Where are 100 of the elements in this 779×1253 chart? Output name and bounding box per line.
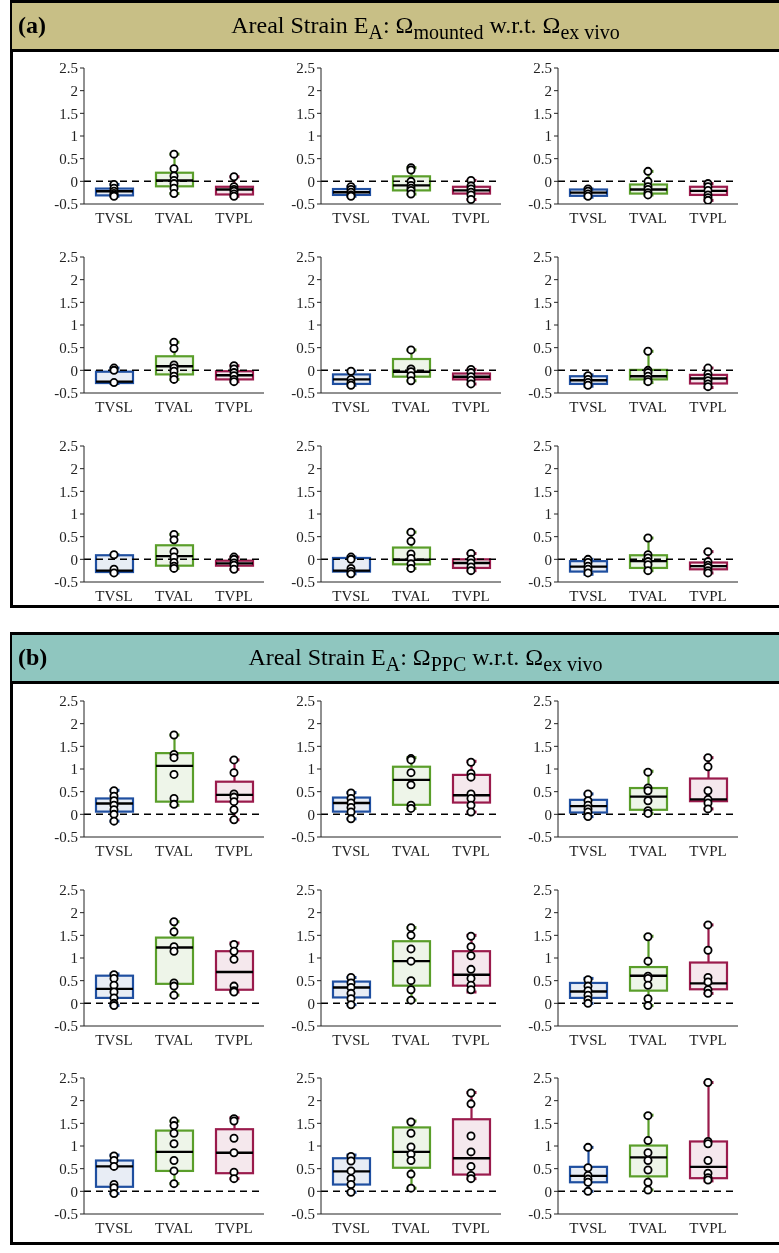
x-tick-label: TVAL bbox=[628, 1219, 668, 1236]
y-tick-label: 1 bbox=[307, 317, 315, 334]
y-tick-label: 2.5 bbox=[59, 60, 78, 77]
x-tick-label: TVAL bbox=[391, 587, 431, 604]
y-tick-label: -0.5 bbox=[528, 1206, 552, 1223]
y-tick-label: 2 bbox=[307, 715, 315, 732]
y-tick-label: 2.5 bbox=[296, 438, 315, 455]
x-tick-label: TVSL bbox=[569, 1031, 607, 1048]
y-tick-label: 1 bbox=[70, 950, 78, 967]
y-tick-label: -0.5 bbox=[528, 829, 552, 846]
x-tick-label: TVSL bbox=[332, 209, 370, 226]
text: Areal Strain E$_{A}$: Ω$_{PPC}$ w.r.t. Ω$_{ex vivo}$ bbox=[247, 644, 604, 676]
y-tick-label: 2 bbox=[307, 904, 315, 921]
x-tick-label: TVSL bbox=[332, 1219, 370, 1236]
y-tick-label: 0.5 bbox=[533, 783, 552, 800]
y-tick-label: 0.5 bbox=[59, 528, 78, 545]
x-tick-label: TVPL bbox=[689, 587, 727, 604]
y-tick-label: 2.5 bbox=[533, 693, 552, 710]
y-tick-label: 2.5 bbox=[296, 1070, 315, 1087]
y-tick-label: -0.5 bbox=[54, 829, 78, 846]
y-tick-label: 0.5 bbox=[296, 528, 315, 545]
x-tick-label: TVAL bbox=[628, 587, 668, 604]
y-tick-label: 1 bbox=[307, 128, 315, 145]
y-tick-label: 1.5 bbox=[296, 294, 315, 311]
y-tick-label: 2 bbox=[544, 271, 552, 288]
x-tick-label: TVAL bbox=[154, 1031, 194, 1048]
y-tick-label: 1.5 bbox=[59, 738, 78, 755]
x-tick-label: TVPL bbox=[215, 842, 253, 859]
x-tick-label: TVPL bbox=[689, 842, 727, 859]
y-tick-label: 0 bbox=[70, 806, 78, 823]
y-tick-label: 2.5 bbox=[533, 438, 552, 455]
y-tick-label: 2.5 bbox=[59, 882, 78, 899]
y-tick-label: 0 bbox=[70, 362, 78, 379]
y-tick-label: 0 bbox=[544, 173, 552, 190]
text: (a) bbox=[18, 12, 46, 39]
x-tick-label: TVPL bbox=[689, 398, 727, 415]
y-tick-label: -0.5 bbox=[54, 196, 78, 213]
y-tick-label: 2 bbox=[70, 271, 78, 288]
x-tick-label: TVAL bbox=[154, 1219, 194, 1236]
x-tick-label: TVAL bbox=[391, 209, 431, 226]
y-tick-label: 0.5 bbox=[59, 783, 78, 800]
x-tick-label: TVPL bbox=[215, 587, 253, 604]
y-tick-label: 0.5 bbox=[296, 339, 315, 356]
x-tick-label: TVPL bbox=[689, 209, 727, 226]
x-tick-label: TVPL bbox=[452, 1219, 490, 1236]
x-tick-label: TVSL bbox=[569, 209, 607, 226]
y-tick-label: 1.5 bbox=[296, 738, 315, 755]
y-tick-label: -0.5 bbox=[528, 1018, 552, 1035]
y-tick-label: 2 bbox=[544, 460, 552, 477]
x-tick-label: TVSL bbox=[95, 1031, 133, 1048]
x-tick-label: TVAL bbox=[391, 1031, 431, 1048]
y-tick-label: 1 bbox=[70, 761, 78, 778]
y-tick-label: 2 bbox=[70, 460, 78, 477]
y-tick-label: 2.5 bbox=[296, 60, 315, 77]
y-tick-label: 0.5 bbox=[533, 972, 552, 989]
y-tick-label: 0.5 bbox=[533, 150, 552, 167]
text: Areal Strain E$_{A}$: Ω$_{mounted}$ w.r.t. Ω$_{ex vivo}$ bbox=[230, 12, 621, 44]
y-tick-label: 2 bbox=[544, 82, 552, 99]
y-tick-label: 2.5 bbox=[59, 693, 78, 710]
y-tick-label: 0 bbox=[70, 1183, 78, 1200]
y-tick-label: -0.5 bbox=[291, 1206, 315, 1223]
y-tick-label: 1 bbox=[70, 128, 78, 145]
y-tick-label: 2 bbox=[307, 460, 315, 477]
y-tick-label: -0.5 bbox=[528, 574, 552, 591]
y-tick-label: 1.5 bbox=[59, 483, 78, 500]
x-tick-label: TVAL bbox=[391, 398, 431, 415]
y-tick-label: 0.5 bbox=[296, 150, 315, 167]
y-tick-label: -0.5 bbox=[528, 196, 552, 213]
x-tick-label: TVSL bbox=[569, 1219, 607, 1236]
y-tick-label: 2.5 bbox=[533, 249, 552, 266]
y-tick-label: 0 bbox=[307, 551, 315, 568]
x-tick-label: TVAL bbox=[391, 1219, 431, 1236]
x-tick-label: TVPL bbox=[689, 1031, 727, 1048]
y-tick-label: 0 bbox=[544, 995, 552, 1012]
x-tick-label: TVAL bbox=[154, 398, 194, 415]
y-tick-label: 2 bbox=[307, 1092, 315, 1109]
x-tick-label: TVAL bbox=[628, 209, 668, 226]
y-tick-label: 0.5 bbox=[59, 150, 78, 167]
y-tick-label: 0 bbox=[70, 173, 78, 190]
x-tick-label: TVPL bbox=[452, 209, 490, 226]
y-tick-label: 2.5 bbox=[59, 249, 78, 266]
y-tick-label: 1.5 bbox=[296, 1115, 315, 1132]
x-tick-label: TVPL bbox=[452, 398, 490, 415]
y-tick-label: 0.5 bbox=[296, 1160, 315, 1177]
y-tick-label: 0 bbox=[70, 551, 78, 568]
x-tick-label: TVPL bbox=[215, 398, 253, 415]
y-tick-label: 0 bbox=[307, 806, 315, 823]
y-tick-label: 2.5 bbox=[296, 249, 315, 266]
y-tick-label: 1.5 bbox=[59, 1115, 78, 1132]
y-tick-label: 0.5 bbox=[59, 339, 78, 356]
x-tick-label: TVAL bbox=[154, 587, 194, 604]
y-tick-label: 2.5 bbox=[296, 693, 315, 710]
y-tick-label: 0.5 bbox=[296, 783, 315, 800]
y-tick-label: -0.5 bbox=[291, 385, 315, 402]
y-tick-label: 1.5 bbox=[533, 1115, 552, 1132]
x-tick-label: TVSL bbox=[95, 842, 133, 859]
y-tick-label: 1 bbox=[307, 761, 315, 778]
y-tick-label: 2.5 bbox=[59, 1070, 78, 1087]
y-tick-label: -0.5 bbox=[54, 385, 78, 402]
y-tick-label: 1 bbox=[544, 950, 552, 967]
